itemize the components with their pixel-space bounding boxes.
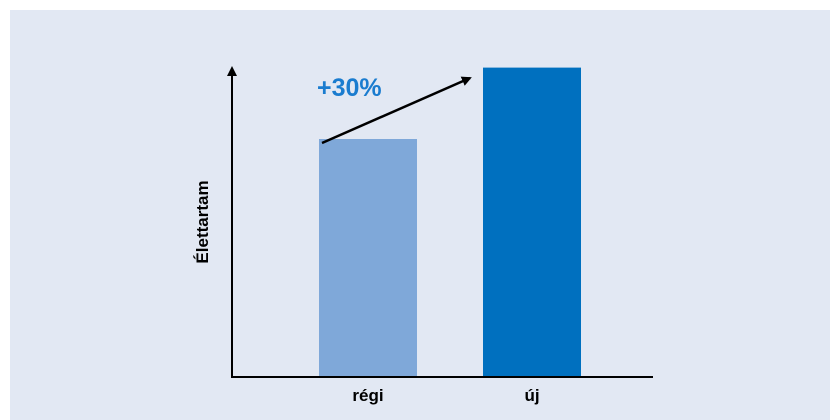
x-tick-label: új <box>524 386 539 405</box>
bar-regi <box>319 139 417 377</box>
x-tick-label: régi <box>352 386 383 405</box>
chart-background <box>10 10 830 420</box>
tick-labels-group: régi új <box>352 386 539 405</box>
y-axis-label: Élettartam <box>193 180 212 263</box>
growth-annotation: +30% <box>317 74 382 102</box>
bar-uj <box>483 67 581 377</box>
bars-group <box>319 67 581 377</box>
growth-arrow <box>321 76 472 145</box>
